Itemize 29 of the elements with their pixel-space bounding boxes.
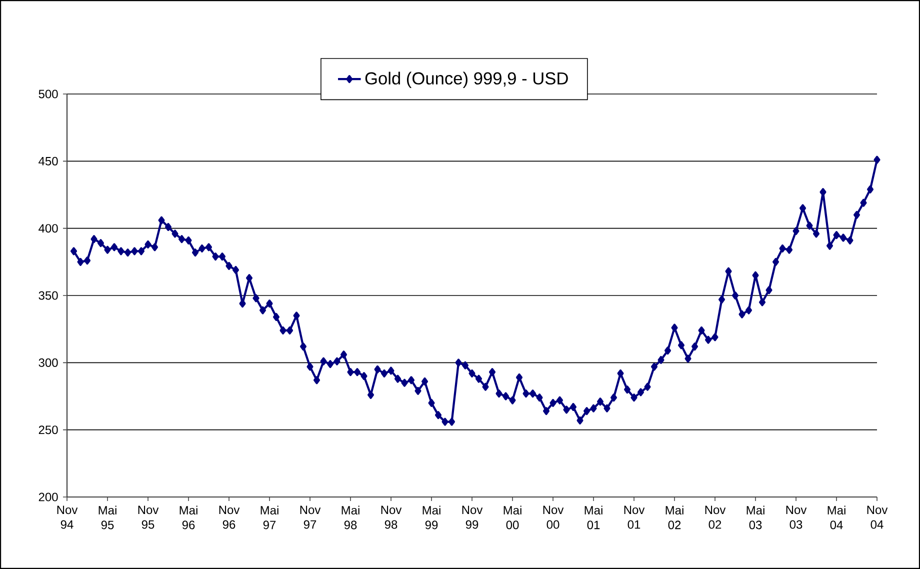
x-tick-label: Nov 01 (624, 506, 645, 529)
x-tick-label: Nov 98 (381, 506, 402, 529)
y-tick-label: 200 (38, 492, 58, 502)
x-tick-label: Mai 95 (98, 506, 116, 530)
y-tick-label: 450 (38, 156, 58, 166)
y-tick-label: 500 (38, 90, 58, 98)
x-tick-label: Mai 97 (260, 506, 278, 530)
x-tick-label: Nov 02 (705, 506, 726, 529)
x-tick-label: Nov 04 (867, 506, 888, 529)
x-tick-label: Nov 03 (786, 506, 807, 529)
x-tick-label: Mai 99 (422, 506, 440, 530)
x-tick-label: Nov 95 (138, 506, 159, 529)
y-tick-label: 250 (38, 426, 58, 434)
y-tick-label: 300 (38, 358, 58, 367)
x-tick-label: Mai 03 (746, 506, 764, 530)
x-tick-label: Nov 00 (543, 506, 564, 529)
x-tick-label: Nov 94 (57, 506, 78, 529)
legend-label: Gold (Ounce) 999,9 - USD (365, 72, 568, 88)
x-tick-label: Nov 96 (219, 506, 240, 529)
x-tick-label: Nov 97 (300, 506, 321, 529)
x-tick-label: Mai 98 (342, 506, 360, 530)
x-tick-label: Mai 02 (666, 506, 684, 530)
x-tick-label: Mai 01 (584, 506, 602, 530)
y-tick-label: 350 (38, 291, 58, 300)
x-tick-label: Mai 00 (504, 506, 522, 530)
x-tick-label: Nov 99 (462, 506, 483, 529)
x-tick-label: Mai 96 (180, 506, 198, 530)
y-tick-label: 400 (38, 224, 58, 233)
x-tick-label: Mai 04 (828, 506, 846, 530)
